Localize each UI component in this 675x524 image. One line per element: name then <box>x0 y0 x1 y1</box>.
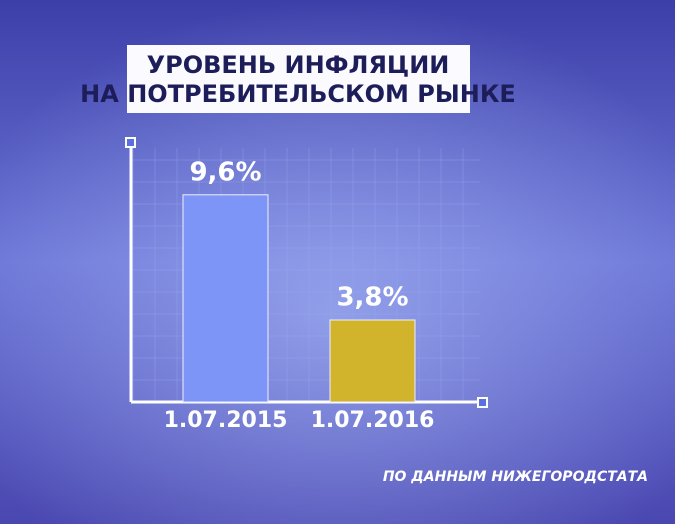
axis-end <box>477 397 488 408</box>
title-box <box>127 45 470 113</box>
axis-end <box>125 137 136 148</box>
bar <box>182 194 269 403</box>
source-note: ПО ДАННЫМ НИЖЕГОРОДСТАТА <box>383 469 648 485</box>
x-tick-label: 1.07.2015 <box>164 408 288 433</box>
chart-title: УРОВЕНЬ ИНФЛЯЦИИ <box>147 51 450 79</box>
x-tick-label: 1.07.2016 <box>311 408 435 433</box>
value-label: 9,6% <box>189 157 261 187</box>
chart-title: НА ПОТРЕБИТЕЛЬСКОМ РЫНКЕ <box>80 80 516 108</box>
bar <box>329 319 416 403</box>
value-label: 3,8% <box>336 282 408 312</box>
